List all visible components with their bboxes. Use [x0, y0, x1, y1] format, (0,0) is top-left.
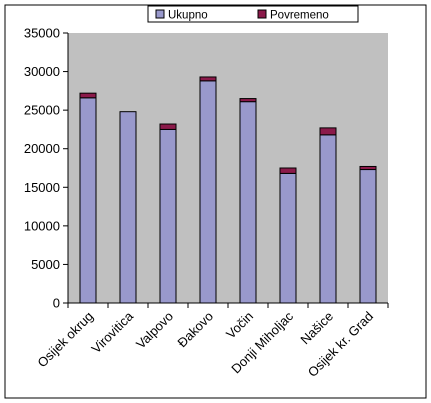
- legend-label-ukupno: Ukupno: [168, 10, 208, 22]
- bar-ukupno: [119, 111, 137, 304]
- bar-ukupno: [319, 134, 337, 304]
- bar-povremeno: [359, 165, 377, 171]
- legend: Ukupno Povremeno: [147, 5, 359, 23]
- bar-ukupno: [79, 97, 97, 304]
- y-tick-label: 30000: [24, 64, 60, 79]
- y-tick-label: 15000: [24, 180, 60, 195]
- y-axis: 0 5000 10000 15000 20000 25000 30000 35000: [24, 26, 69, 311]
- bar-povremeno: [239, 98, 257, 103]
- legend-box: [147, 5, 359, 23]
- y-tick-label: 20000: [24, 141, 60, 156]
- legend-swatch-povremeno: [257, 9, 267, 19]
- y-tick-label: 25000: [24, 103, 60, 118]
- y-tick-label: 0: [53, 296, 60, 311]
- bar-ukupno: [239, 101, 257, 304]
- bars: [79, 76, 377, 304]
- bar-ukupno: [159, 128, 177, 304]
- bar-ukupno: [279, 172, 297, 304]
- legend-swatch-ukupno: [155, 9, 165, 19]
- bar-povremeno: [319, 127, 337, 136]
- y-tick-label: 35000: [24, 26, 60, 41]
- y-tick-label: 5000: [31, 257, 60, 272]
- bar-povremeno: [279, 167, 297, 174]
- legend-label-povremeno: Povremeno: [270, 10, 329, 22]
- bar-povremeno: [199, 76, 217, 82]
- bar-ukupno: [359, 169, 377, 304]
- bar-povremeno: [159, 123, 177, 130]
- plot-area: [68, 33, 388, 303]
- bar-ukupno: [199, 80, 217, 304]
- bar-povremeno: [79, 92, 97, 99]
- y-tick-label: 10000: [24, 218, 60, 233]
